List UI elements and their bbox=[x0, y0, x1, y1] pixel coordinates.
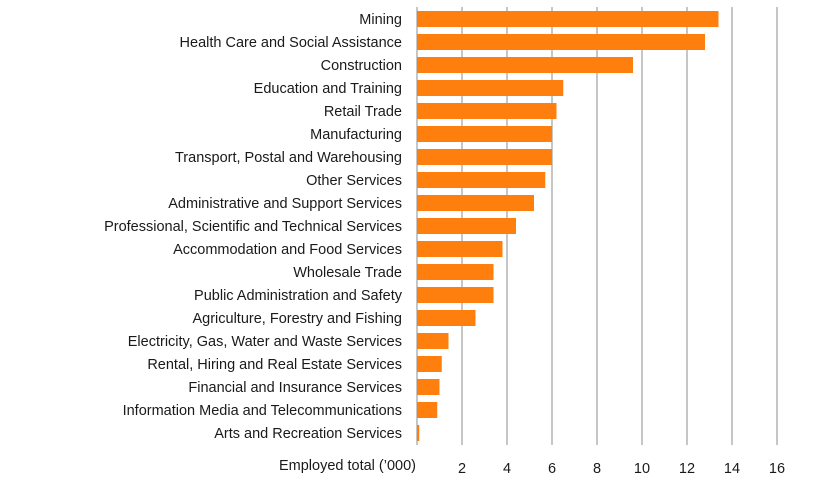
bar bbox=[417, 264, 494, 280]
category-label: Information Media and Telecommunications bbox=[123, 403, 402, 419]
category-label: Construction bbox=[321, 58, 402, 74]
bar bbox=[417, 218, 516, 234]
category-label: Agriculture, Forestry and Fishing bbox=[192, 311, 402, 327]
bar bbox=[417, 333, 449, 349]
bar bbox=[417, 241, 503, 257]
category-label: Public Administration and Safety bbox=[194, 288, 403, 304]
x-tick-label: 16 bbox=[769, 461, 785, 477]
category-label: Other Services bbox=[306, 173, 402, 189]
category-label: Health Care and Social Assistance bbox=[180, 35, 402, 51]
bar bbox=[417, 356, 442, 372]
category-label: Electricity, Gas, Water and Waste Servic… bbox=[128, 334, 402, 350]
bar bbox=[417, 287, 494, 303]
bar bbox=[417, 126, 552, 142]
bar bbox=[417, 425, 420, 441]
category-label: Retail Trade bbox=[324, 104, 402, 120]
x-tick-label: 10 bbox=[634, 461, 650, 477]
category-label: Accommodation and Food Services bbox=[173, 242, 402, 258]
bar bbox=[417, 379, 440, 395]
category-label: Transport, Postal and Warehousing bbox=[175, 150, 402, 166]
category-label: Financial and Insurance Services bbox=[188, 380, 402, 396]
category-label: Rental, Hiring and Real Estate Services bbox=[147, 357, 402, 373]
category-label: Professional, Scientific and Technical S… bbox=[104, 219, 402, 235]
bar bbox=[417, 57, 633, 73]
bar bbox=[417, 80, 564, 96]
bar bbox=[417, 11, 719, 27]
bar bbox=[417, 310, 476, 326]
bar bbox=[417, 195, 534, 211]
x-tick-label: 6 bbox=[548, 461, 556, 477]
category-label: Manufacturing bbox=[310, 127, 402, 143]
bar bbox=[417, 103, 557, 119]
category-label: Mining bbox=[359, 12, 402, 28]
bar bbox=[417, 149, 552, 165]
tick-labels: 2 4 6 8 10 12 14 16 bbox=[458, 461, 785, 477]
bar bbox=[417, 172, 546, 188]
x-tick-label: 4 bbox=[503, 461, 511, 477]
bars bbox=[417, 11, 719, 441]
category-label: Arts and Recreation Services bbox=[214, 426, 402, 442]
x-tick-label: 14 bbox=[724, 461, 740, 477]
category-label: Education and Training bbox=[254, 81, 402, 97]
x-axis-title: Employed total (’000) bbox=[279, 458, 416, 474]
bar bbox=[417, 34, 705, 50]
category-label: Administrative and Support Services bbox=[168, 196, 402, 212]
x-tick-label: 8 bbox=[593, 461, 601, 477]
category-labels: Mining Health Care and Social Assistance C… bbox=[104, 12, 403, 442]
category-label: Wholesale Trade bbox=[293, 265, 402, 281]
x-tick-label: 2 bbox=[458, 461, 466, 477]
x-tick-label: 12 bbox=[679, 461, 695, 477]
bar bbox=[417, 402, 438, 418]
